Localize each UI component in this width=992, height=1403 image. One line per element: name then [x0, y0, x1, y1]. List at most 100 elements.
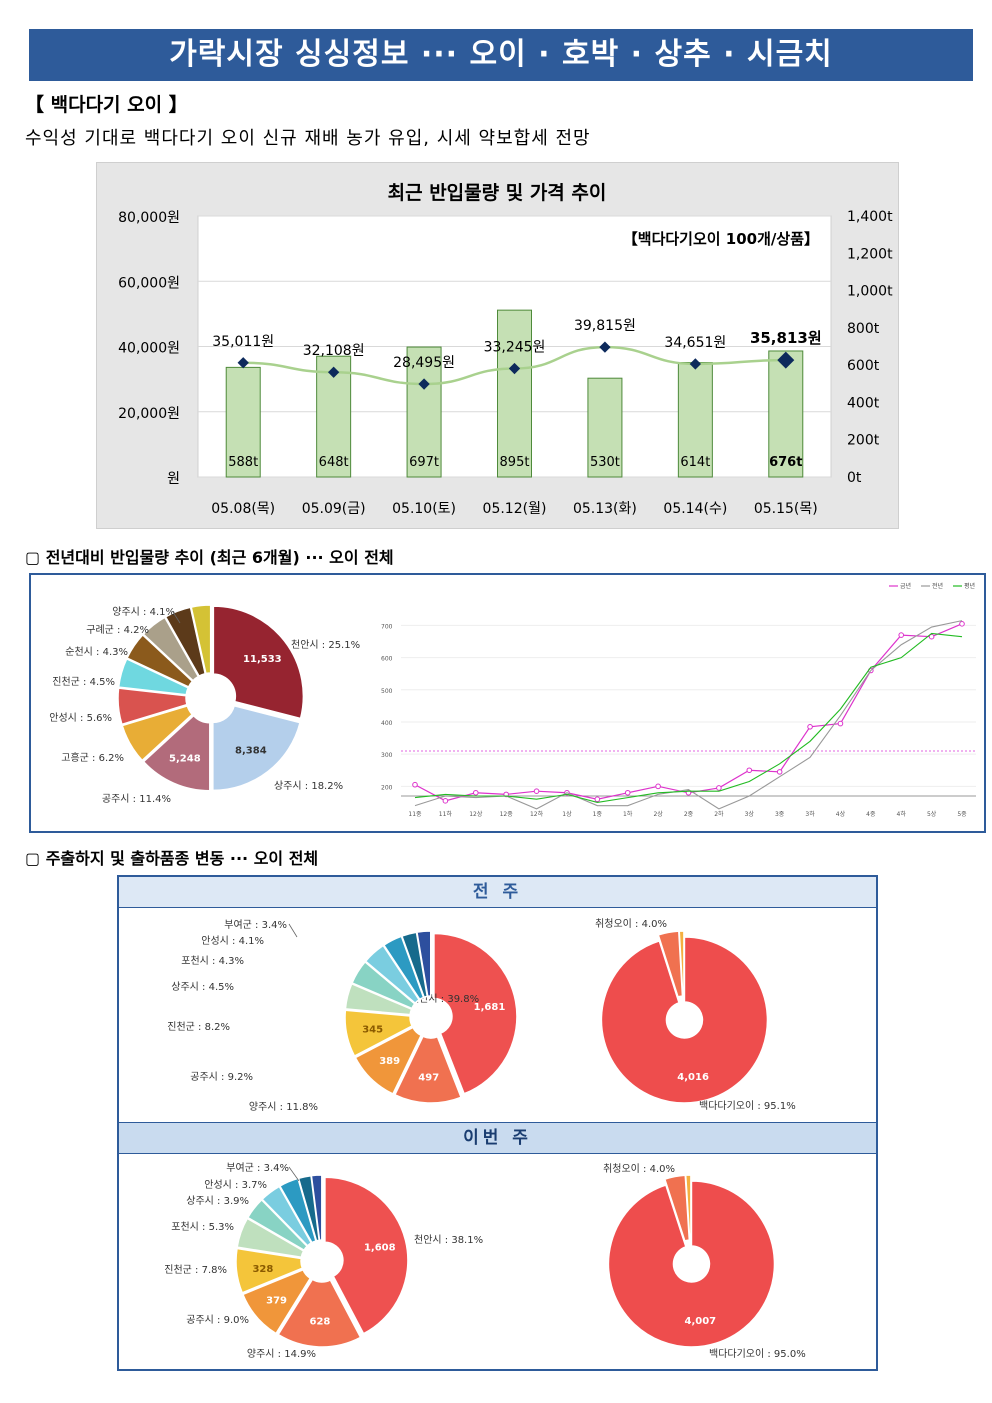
x-tick: 11하 [439, 810, 453, 818]
pie-slice [241, 1268, 312, 1335]
price-label: 34,651원 [664, 335, 726, 351]
shipping-box: 전 주 이번 주 1,681 천안시 : 39.8% 497 양주시 : 11.8% 3… [117, 875, 878, 1371]
x-tick: 5중 [957, 811, 967, 818]
pie-value: 11,533 [243, 654, 282, 665]
section-summary: 수익성 기대로 백다다기 오이 신규 재배 농가 유입, 시세 약보합세 전망 [25, 128, 591, 149]
pie-label: 양주시 : 4.1% [112, 606, 175, 618]
price-label: 28,495원 [393, 355, 455, 371]
y-left-tick: 80,000원 [118, 210, 180, 226]
y-left-tick: 20,000원 [118, 406, 180, 422]
pie-slice [416, 930, 432, 998]
y-tick: 700 [381, 623, 393, 630]
pie-label: 상주시 : 3.9% [186, 1195, 249, 1207]
x-tick: 4중 [866, 811, 876, 818]
pie-slice [190, 604, 212, 675]
volume-bar [587, 377, 623, 478]
pie-slice [236, 1217, 305, 1259]
x-tick: 3중 [775, 811, 785, 818]
volume-label: 530t [590, 455, 620, 470]
pie-label: 천안시 : 38.1% [414, 1234, 483, 1246]
pie-label: 구례군 : 4.2% [86, 624, 149, 636]
pie-value: 1,608 [364, 1243, 396, 1254]
x-tick: 12하 [530, 810, 544, 818]
trend-line [414, 623, 963, 802]
pie-value: 8,384 [235, 745, 267, 756]
pie-slice [246, 1198, 309, 1252]
x-tick: 12중 [500, 811, 514, 818]
pie-label: 상주시 : 18.2% [274, 780, 343, 792]
x-tick: 1중 [593, 811, 603, 818]
pie-label: 취청오이 : 4.0% [595, 918, 667, 930]
section-heading: 【 백다다기 오이 】 [25, 94, 188, 116]
y-right-tick: 1,000t [847, 284, 893, 300]
volume-label: 676t [769, 455, 802, 470]
volume-label: 895t [500, 455, 530, 470]
pie-slice [684, 1174, 692, 1241]
pie-leader [288, 1166, 300, 1182]
pie-slice [393, 1035, 463, 1104]
price-label: 33,245원 [484, 340, 546, 356]
x-tick: 05.13(화) [573, 501, 637, 517]
pie-slice [607, 1180, 776, 1348]
price-label: 39,815원 [574, 318, 636, 334]
pie-label: 안성시 : 3.7% [204, 1179, 267, 1191]
pie-label: 백다다기오이 : 95.1% [699, 1100, 796, 1112]
pie-slice [324, 1176, 409, 1335]
pie-value: 4,007 [684, 1316, 716, 1327]
pie-slice [121, 704, 194, 762]
price-point [327, 366, 340, 378]
trend-svg: 11,533 천안시 : 25.1% 8,384 상주시 : 18.2% 5,248 공주… [49, 582, 976, 818]
x-tick: 05.10(토) [392, 501, 456, 517]
pie-value: 1,681 [474, 1002, 506, 1013]
price-point [777, 351, 795, 369]
volume-label: 614t [680, 455, 710, 470]
this-week-header: 이번 주 [119, 1122, 876, 1154]
legend-label: 평년 [964, 582, 975, 590]
y-tick: 400 [381, 720, 393, 727]
legend-label: 전년 [932, 582, 943, 590]
volume-price-svg: 최근 반입물량 및 가격 추이 80,000원 60,000원 40,000원 20,0… [118, 182, 893, 517]
trend-point [716, 785, 722, 791]
x-tick: 05.15(목) [754, 501, 818, 517]
pie-value: 328 [252, 1264, 273, 1275]
trend-point [624, 789, 631, 796]
prev-week-header: 전 주 [119, 877, 876, 908]
y-right-tick: 400t [847, 395, 880, 411]
pie-label: 부여군 : 3.4% [226, 1162, 289, 1174]
legend-label: 금년 [900, 582, 911, 590]
x-tick: 05.12(월) [483, 501, 547, 517]
trend-point [533, 788, 540, 794]
pie-value: 4,016 [677, 1072, 709, 1083]
pie-slice [142, 714, 211, 792]
pie-label: 양주시 : 11.8% [249, 1101, 318, 1113]
y-tick: 200 [381, 784, 393, 791]
x-tick: 11중 [408, 811, 422, 818]
price-point [508, 362, 521, 375]
pie-label: 포천시 : 4.3% [181, 955, 244, 967]
y-right-tick: 1,400t [847, 209, 893, 225]
volume-bar [497, 309, 532, 478]
y-right-tick: 1,200t [847, 246, 893, 262]
pie-label: 진천군 : 8.2% [167, 1021, 230, 1033]
pie-slice [142, 616, 200, 682]
page-title: 가락시장 싱싱정보 ··· 오이 · 호박 · 상추 · 시금치 [29, 29, 973, 81]
pie-value: 379 [266, 1295, 287, 1306]
volume-bar [225, 366, 261, 478]
pie-slice [212, 704, 301, 792]
y-left-tick: 원 [167, 471, 180, 487]
x-tick: 1하 [623, 810, 633, 818]
x-tick: 3상 [745, 810, 755, 818]
volume-bar [406, 346, 442, 478]
trend-point [472, 789, 479, 796]
pie-slice [117, 687, 188, 726]
x-tick: 4상 [836, 810, 846, 818]
volume-label: 648t [319, 455, 349, 470]
pie-label: 포천시 : 5.3% [171, 1221, 234, 1233]
pie-label: 진천군 : 7.8% [164, 1264, 227, 1276]
x-tick: 1상 [562, 810, 572, 818]
chart-annotation: 【백다다기오이 100개/상품】 [623, 230, 819, 248]
pie-slice [600, 936, 769, 1104]
price-point [599, 341, 611, 353]
x-tick: 5상 [927, 810, 937, 818]
pie-slice [354, 1026, 423, 1095]
